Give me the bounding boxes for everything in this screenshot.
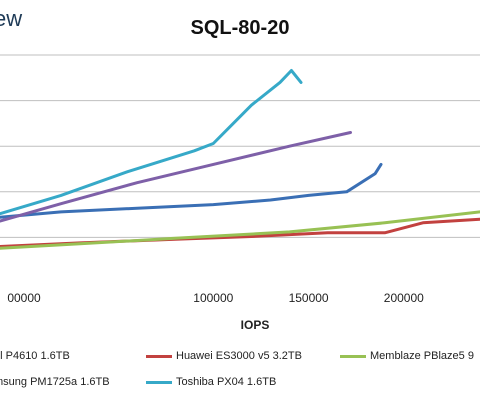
series-line-4	[0, 131, 352, 223]
x-tick-label: 150000	[289, 291, 329, 305]
legend-swatch	[340, 354, 366, 358]
series-line-2	[0, 217, 480, 248]
legend-item: Memblaze PBlaze5 9	[340, 350, 474, 362]
x-tick-label: 200000	[384, 291, 424, 305]
legend-label: Huawei ES3000 v5 3.2TB	[176, 350, 302, 362]
chart-title: SQL-80-20	[190, 17, 290, 39]
series-lines	[0, 69, 480, 250]
series-line-3	[0, 210, 480, 250]
x-tick-label: 100000	[193, 291, 233, 305]
legend-label: Memblaze PBlaze5 9	[370, 350, 474, 362]
legend-label: Toshiba PX04 1.6TB	[176, 376, 277, 388]
legend-label: el P4610 1.6TB	[0, 350, 70, 362]
brand-logo-text: ew	[0, 6, 23, 31]
x-tick-labels: 00000 100000 150000 200000	[7, 291, 424, 305]
series-line-1	[0, 162, 383, 219]
x-axis-label: IOPS	[241, 318, 270, 332]
legend-item: Huawei ES3000 v5 3.2TB	[146, 350, 302, 362]
legend-swatch	[146, 354, 172, 358]
legend-label: msung PM1725a 1.6TB	[0, 376, 110, 388]
series-line-5	[0, 69, 303, 216]
legend-swatch	[146, 380, 172, 384]
x-tick-label: 00000	[7, 291, 41, 305]
legend-item: Toshiba PX04 1.6TB	[146, 376, 276, 388]
legend-item: msung PM1725a 1.6TB	[0, 376, 110, 388]
legend-item: el P4610 1.6TB	[0, 350, 70, 362]
